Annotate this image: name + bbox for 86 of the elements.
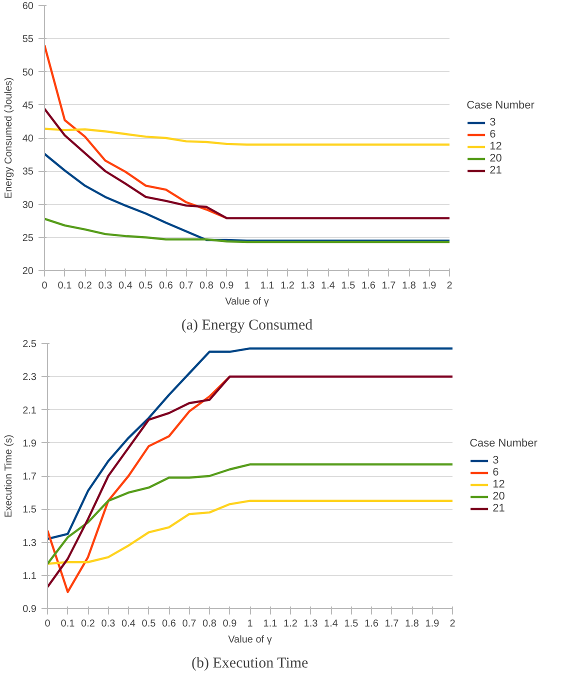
x-tick-label: 0.1: [58, 280, 72, 292]
x-tick-label: 0: [42, 280, 48, 292]
x-axis-title: Value of γ: [228, 634, 272, 646]
y-tick-label: 2.1: [22, 405, 37, 416]
x-tick-label: 1.7: [382, 280, 396, 292]
x-tick-label: 1.9: [422, 280, 437, 292]
y-tick-label: 1.5: [22, 504, 37, 516]
y-tick-label: 60: [22, 1, 34, 12]
legend-label: 20: [490, 152, 503, 164]
x-tick-label: 0.1: [60, 618, 76, 630]
x-tick-label: 1: [244, 280, 250, 292]
x-tick-label: 1.3: [300, 280, 316, 292]
legend-title: Case Number: [466, 99, 534, 111]
line-series: [48, 463, 452, 565]
x-tick-label: 0.5: [138, 280, 154, 292]
x-tick-label: 0.2: [81, 618, 96, 630]
y-axis-title: Execution Time (s): [4, 434, 15, 518]
y-tick-label: 45: [22, 100, 34, 112]
x-tick-label: 0.5: [142, 618, 156, 630]
x-tick-label: 0.8: [202, 618, 217, 630]
legend-label: 12: [490, 140, 503, 152]
x-tick-label: 0: [44, 618, 51, 630]
x-tick-label: 0.7: [179, 280, 194, 292]
x-tick-label: 0.9: [220, 280, 234, 292]
x-tick-label: 0.6: [159, 280, 174, 292]
y-tick-label: 1.7: [22, 472, 37, 482]
y-tick-label: 25: [22, 232, 34, 244]
y-tick-label: 1.3: [22, 538, 37, 549]
x-tick-label: 0.3: [101, 618, 116, 630]
text: (a) Energy Consumed: [181, 318, 314, 334]
x-tick-label: 2: [450, 618, 456, 630]
x-tick-label: 0.8: [200, 280, 214, 292]
line-series: [44, 128, 450, 146]
x-tick-label: 1.1: [263, 618, 278, 630]
legend-label: 6: [490, 128, 497, 140]
legend-label: 21: [490, 164, 503, 176]
x-tick-label: 1.2: [280, 280, 295, 292]
x-tick-label: 1.7: [384, 618, 400, 630]
line-series: [44, 152, 450, 242]
legend-label: 21: [492, 502, 506, 514]
y-tick-label: 30: [22, 200, 34, 211]
legend-label: 3: [492, 454, 500, 466]
y-tick-label: 40: [22, 134, 34, 144]
line-series: [48, 376, 452, 588]
line-series: [48, 347, 452, 540]
x-tick-label: 1.5: [341, 280, 356, 292]
legend-title: Case Number: [470, 437, 538, 449]
y-tick-label: 50: [22, 67, 34, 78]
x-tick-label: 1.9: [425, 618, 440, 630]
x-tick-label: 1.6: [364, 618, 379, 630]
y-axis-title: Energy Consumed (Joules): [3, 77, 14, 199]
x-tick-label: 0.9: [222, 618, 238, 630]
y-tick-label: 35: [22, 166, 34, 178]
y-tick-label: 2.5: [22, 339, 37, 350]
y-tick-label: 1.9: [22, 438, 37, 450]
x-tick-label: 1.4: [321, 280, 336, 292]
y-tick-label: 2.3: [22, 372, 37, 384]
x-tick-label: 0.4: [122, 618, 136, 630]
legend-label: 12: [492, 478, 506, 490]
legend-label: 6: [492, 466, 500, 478]
x-tick-label: 1.5: [344, 618, 359, 630]
x-tick-label: 0.7: [182, 618, 197, 630]
x-tick-label: 1.4: [324, 618, 338, 630]
line-series: [48, 500, 452, 565]
x-tick-label: 2: [446, 280, 453, 292]
x-tick-label: 1: [247, 618, 254, 630]
line-series: [44, 218, 450, 244]
x-axis-title: Value of γ: [225, 296, 269, 308]
x-tick-label: 1.3: [304, 618, 318, 630]
legend-label: 3: [490, 116, 497, 128]
line-series: [44, 108, 450, 220]
legend-label: 20: [492, 490, 506, 502]
x-tick-label: 1.6: [362, 280, 376, 292]
x-tick-label: 0.2: [78, 280, 92, 292]
y-tick-label: 1.1: [22, 570, 37, 582]
x-tick-label: 0.6: [162, 618, 176, 630]
x-tick-label: 1.8: [405, 618, 420, 630]
x-tick-label: 1.2: [284, 618, 298, 630]
x-tick-label: 0.4: [118, 280, 133, 292]
y-tick-label: 0.9: [22, 604, 37, 615]
y-tick-label: 20: [22, 266, 34, 277]
x-tick-label: 1.1: [260, 280, 275, 292]
x-tick-label: 1.8: [402, 280, 416, 292]
x-tick-label: 0.3: [98, 280, 113, 292]
y-tick-label: 55: [22, 34, 34, 46]
text: (b) Execution Time: [192, 656, 309, 672]
